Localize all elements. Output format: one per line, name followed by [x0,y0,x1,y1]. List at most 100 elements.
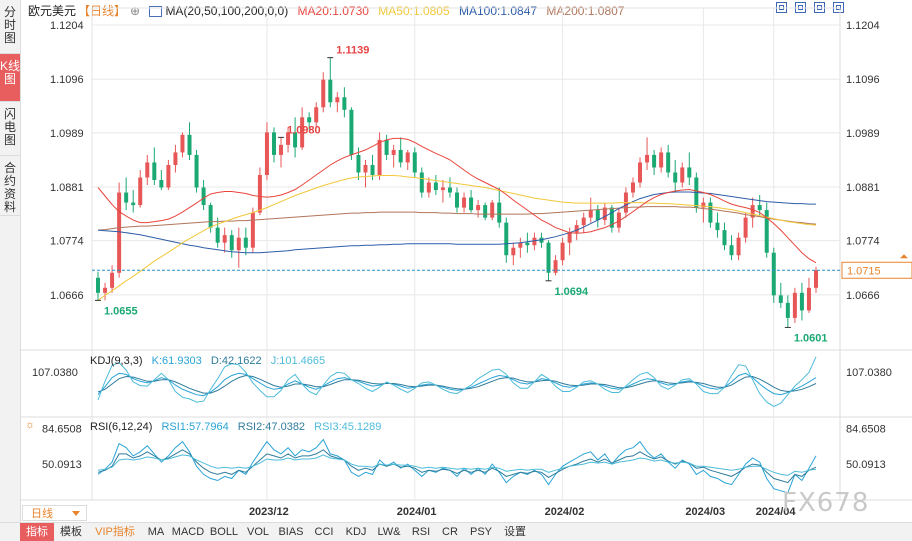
candle-body [314,107,319,123]
candle-body [757,205,762,211]
candle-body [483,205,488,218]
candle-body [229,235,234,251]
indicator-tab-7[interactable]: BIAS [278,526,304,538]
candle-body [687,167,692,178]
indicator-tab-11[interactable]: RSI [411,526,431,538]
candle-body [673,172,678,183]
candle-body [553,260,558,273]
kdj-tick-left-0: 107.0380 [32,367,78,379]
candle-body [145,162,150,178]
rsi1-line [97,438,817,494]
candle-body [321,79,326,108]
low-label-3: 1.0694 [555,286,590,298]
y-tick-right-3: 1.0881 [846,182,880,194]
indicator-tab-12[interactable]: CR [442,526,458,538]
rsi1-value: RSI1:57.7964 [161,421,229,433]
candle-body [103,287,108,293]
tab-timeshare[interactable]: 分时图 [0,0,20,54]
kdj-d-value: D:42.1622 [210,355,262,367]
indicator-tab-5[interactable]: BOLL [209,526,239,538]
indicator-settings-icon[interactable]: ☼ [25,419,36,431]
candle-body [652,154,657,168]
candle-body [666,152,671,173]
candle-body [701,202,706,208]
low-label-4: 1.0601 [794,332,828,344]
candle-body [342,97,347,110]
kdj-j-value: J:101.4665 [270,355,326,367]
y-tick-right-0: 1.1204 [846,20,880,32]
high-label-1: 1.0980 [287,124,321,136]
candle-body [814,270,818,288]
rsi-title: RSI(6,12,24) [90,421,153,433]
indicator-tab-6[interactable]: VOL [246,526,269,538]
candle-body [476,205,481,211]
indicator-tab-14[interactable]: 设置 [504,526,526,538]
candle-body [328,79,333,103]
indicator-tab-3[interactable]: MA [147,526,165,538]
candle-body [264,132,269,175]
candle-body [729,245,734,256]
candle-body [187,134,192,155]
candle-body [131,202,136,206]
candle-body [419,172,424,193]
candle-body [490,202,495,218]
candle-body [511,247,516,256]
tab-kline[interactable]: K线图 [0,54,20,102]
price-arrow-icon [900,254,908,259]
candle-body [124,192,129,203]
candle-body [307,117,312,123]
chart-canvas[interactable]: 1.1204 1.1204 1.1096 1.1096 1.0989 1.0989 1.08… [0,0,912,522]
candle-body [279,144,284,155]
kdj-title: KDJ(9,3,3) [90,355,143,367]
candle-body [546,242,551,273]
period-select[interactable]: 日线 [22,505,87,521]
x-tick-3: 2024/03 [685,506,725,518]
candle-body [349,109,354,155]
candle-body [750,205,755,218]
candle-body [560,242,565,261]
tab-flash-chart[interactable]: 闪电图 [0,102,20,156]
candle-body [659,152,664,168]
indicator-tab-4[interactable]: MACD [171,526,205,538]
candle-body [806,287,811,311]
y-tick-left-1: 1.1096 [50,74,84,86]
candle-body [771,252,776,296]
candle-body [504,222,509,256]
y-tick-left-0: 1.1204 [50,20,84,32]
candle-body [785,302,790,318]
candle-body [595,210,600,221]
y-tick-left-2: 1.0989 [50,128,84,140]
y-tick-left-5: 1.0666 [50,290,84,302]
indicator-tab-9[interactable]: KDJ [345,526,367,538]
x-tick-2: 2024/02 [545,506,585,518]
candle-body [778,295,783,303]
tab-contract-info[interactable]: 合约资料 [0,156,20,216]
candle-body [370,164,375,175]
candle-body [764,210,769,253]
candle-body [110,272,115,288]
ma100-line [97,191,816,254]
candle-body [180,134,185,153]
indicator-tab-0[interactable]: 指标 [20,523,54,541]
y-tick-left-3: 1.0881 [50,182,84,194]
candle-body [581,217,586,226]
candle-body [609,207,614,228]
y-tick-right-1: 1.1096 [846,74,880,86]
indicator-tab-2[interactable]: VIP指标 [95,526,135,538]
candle-body [405,152,410,163]
x-tick-0: 2023/12 [249,506,289,518]
indicator-tab-8[interactable]: CCI [314,526,334,538]
indicator-tab-13[interactable]: PSY [469,526,492,538]
y-tick-right-4: 1.0774 [846,236,880,248]
indicator-tab-1[interactable]: 模板 [60,526,82,538]
kdj-tick-right-0: 107.0380 [846,367,892,379]
candle-body [257,174,262,213]
indicator-tab-10[interactable]: LW& [377,526,401,538]
candle-body [792,292,797,318]
candle-body [412,152,417,173]
candle-body [222,235,227,243]
rsi-tick-right-0: 84.6508 [846,424,886,436]
last-price-value: 1.0715 [847,265,881,277]
settings-gear-icon[interactable]: ⊕ [130,4,141,18]
candle-body [469,197,474,211]
